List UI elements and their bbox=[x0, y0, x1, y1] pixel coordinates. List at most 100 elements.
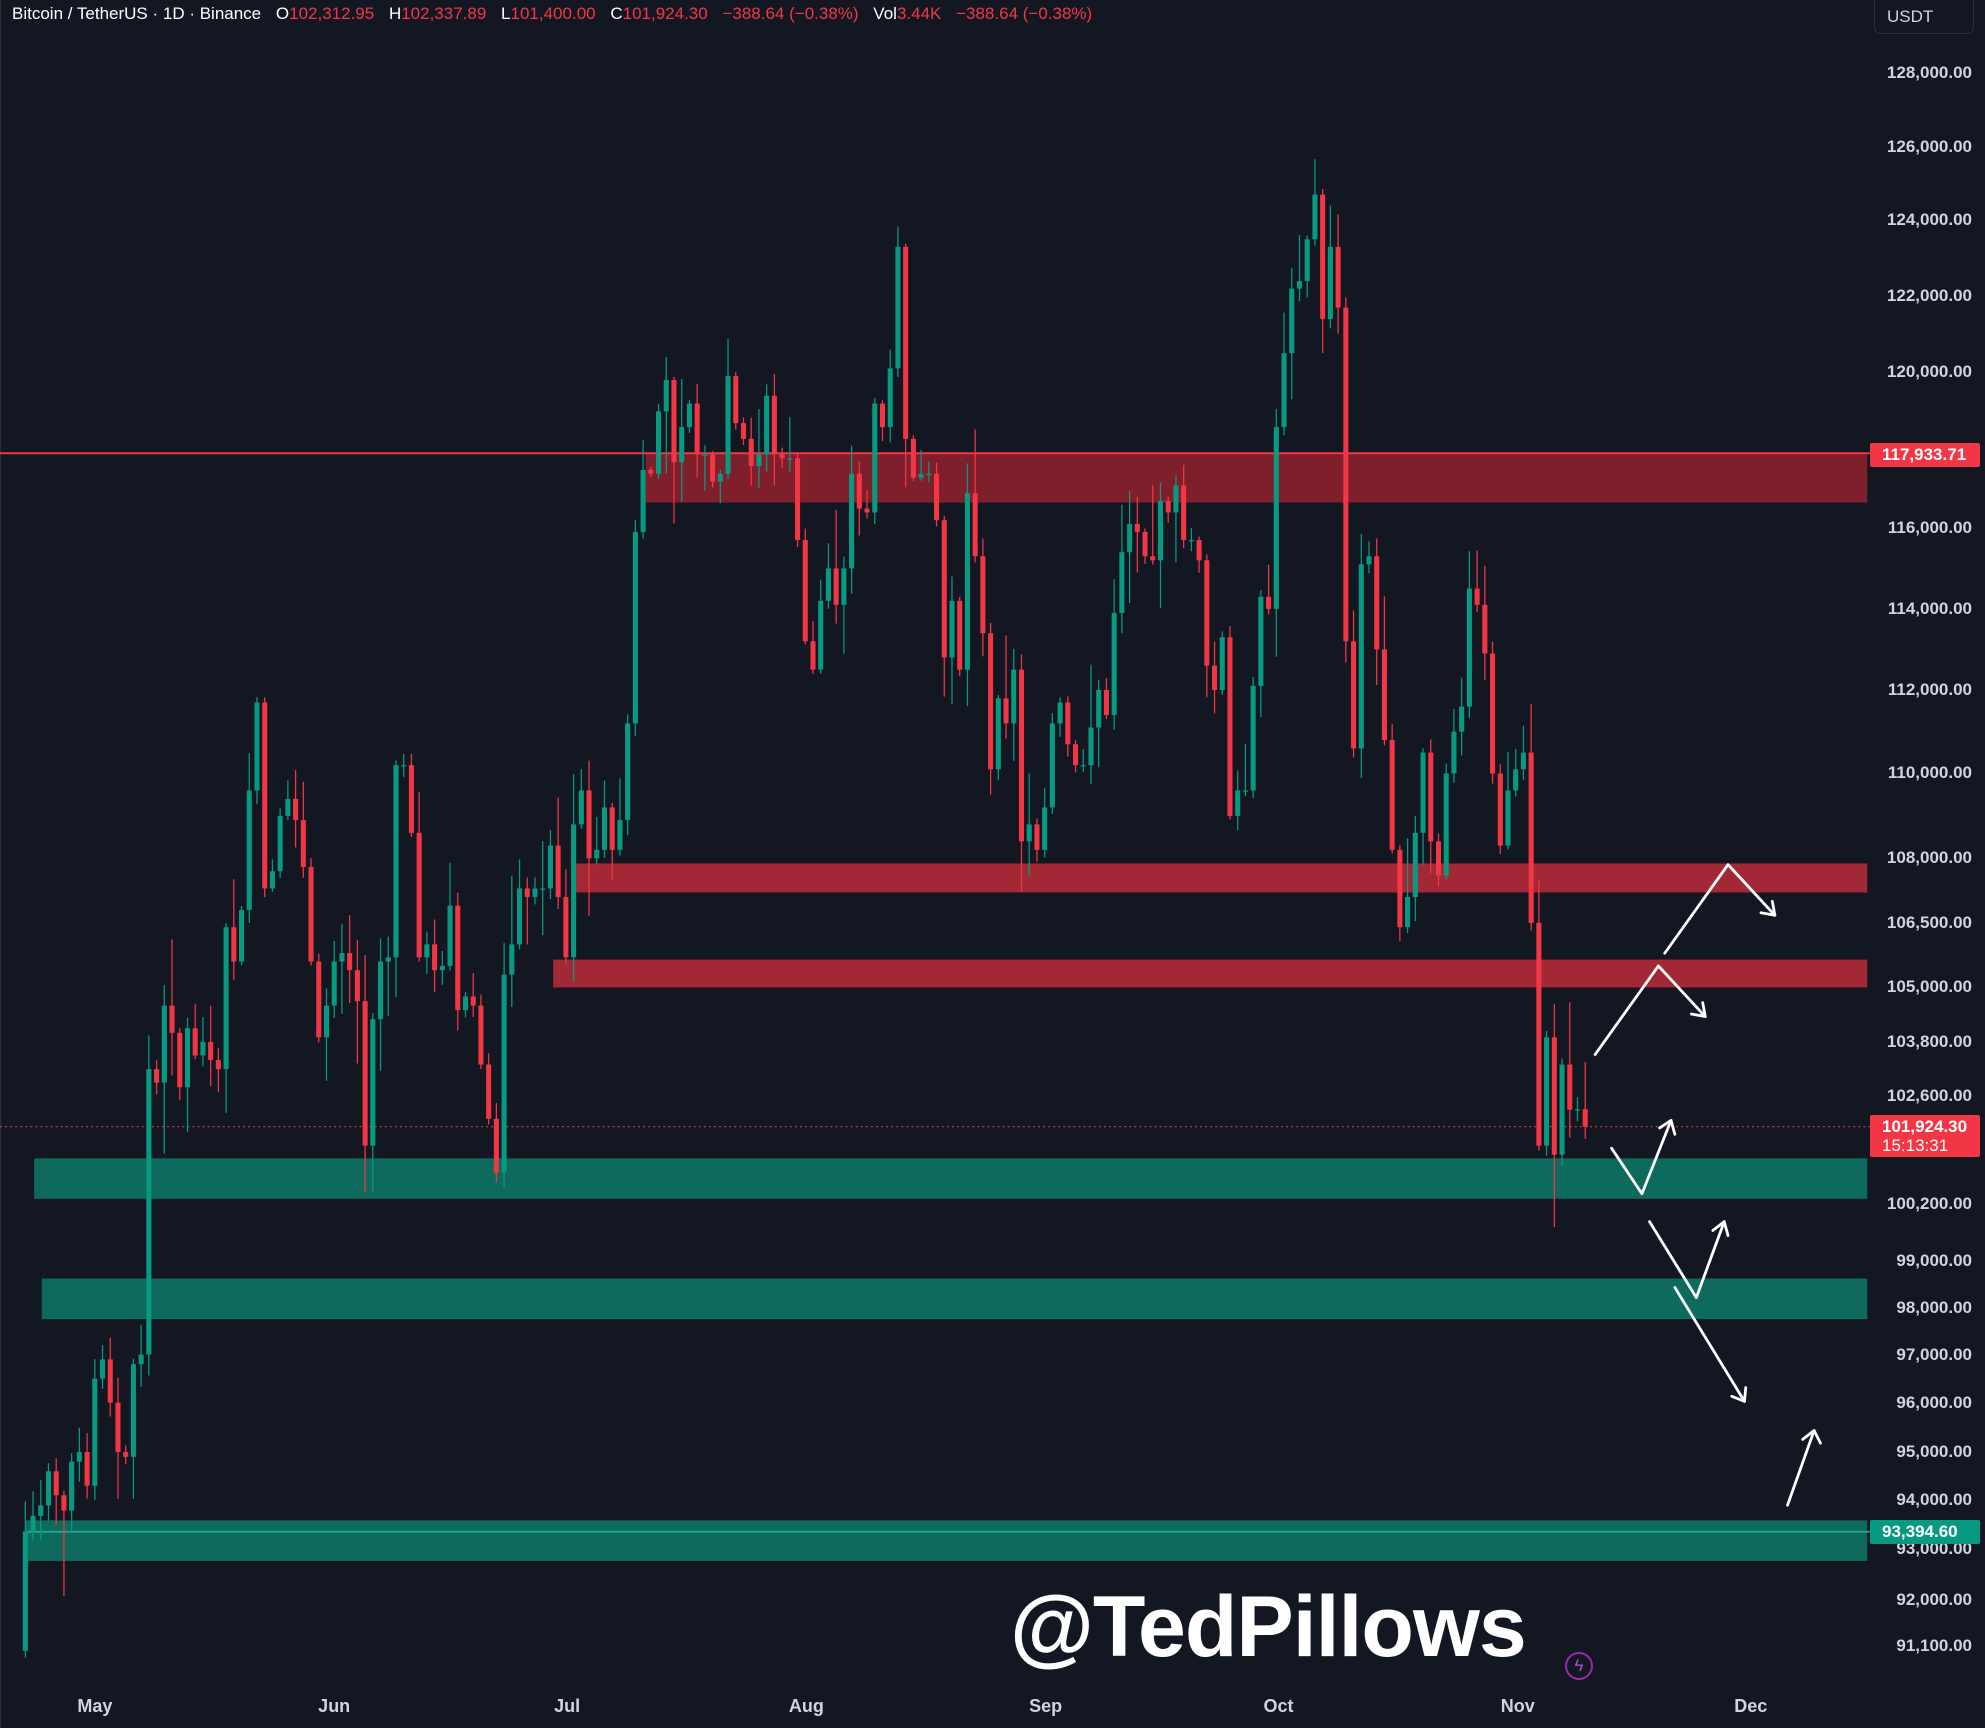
candle[interactable] bbox=[733, 372, 739, 430]
candle[interactable] bbox=[586, 760, 592, 916]
candle[interactable] bbox=[849, 445, 855, 594]
candle[interactable] bbox=[1273, 409, 1279, 657]
candle[interactable] bbox=[1049, 713, 1055, 814]
candle[interactable] bbox=[339, 923, 345, 1015]
candle[interactable] bbox=[331, 940, 337, 1019]
candle[interactable] bbox=[1026, 773, 1032, 877]
candle[interactable] bbox=[1443, 763, 1449, 880]
candle[interactable] bbox=[1188, 528, 1194, 552]
candle[interactable] bbox=[1088, 664, 1094, 784]
candle[interactable] bbox=[223, 923, 229, 1113]
candle[interactable] bbox=[1435, 833, 1442, 887]
candle[interactable] bbox=[316, 953, 322, 1043]
candle[interactable] bbox=[53, 1458, 59, 1525]
candle[interactable] bbox=[1157, 482, 1164, 609]
candle[interactable] bbox=[161, 985, 167, 1154]
candle[interactable] bbox=[517, 859, 523, 950]
candle[interactable] bbox=[123, 1445, 129, 1465]
candle[interactable] bbox=[609, 802, 615, 880]
candle[interactable] bbox=[1119, 504, 1125, 634]
candle[interactable] bbox=[277, 808, 283, 879]
candle[interactable] bbox=[1227, 626, 1233, 820]
candle[interactable] bbox=[208, 1005, 214, 1087]
candle[interactable] bbox=[154, 1060, 160, 1095]
candle[interactable] bbox=[401, 754, 407, 778]
candle[interactable] bbox=[1142, 528, 1148, 564]
candle[interactable] bbox=[1296, 234, 1303, 302]
candle[interactable] bbox=[934, 462, 940, 527]
candle[interactable] bbox=[980, 538, 986, 657]
candle[interactable] bbox=[717, 469, 723, 504]
candle[interactable] bbox=[949, 576, 955, 705]
candle[interactable] bbox=[69, 1453, 75, 1532]
candle[interactable] bbox=[563, 869, 569, 965]
candle[interactable] bbox=[1520, 725, 1526, 781]
candle[interactable] bbox=[347, 915, 353, 1003]
candle[interactable] bbox=[239, 906, 245, 966]
candle[interactable] bbox=[656, 403, 662, 479]
candle[interactable] bbox=[1150, 485, 1156, 565]
candle[interactable] bbox=[45, 1463, 52, 1521]
candle[interactable] bbox=[1173, 475, 1179, 563]
candle[interactable] bbox=[100, 1345, 106, 1389]
candle[interactable] bbox=[694, 383, 700, 478]
candle[interactable] bbox=[1420, 748, 1426, 866]
candle[interactable] bbox=[1289, 268, 1295, 400]
candle[interactable] bbox=[671, 376, 677, 524]
candle[interactable] bbox=[215, 1048, 221, 1093]
candle[interactable] bbox=[1567, 1002, 1573, 1138]
candle[interactable] bbox=[725, 338, 731, 480]
candle[interactable] bbox=[200, 1017, 206, 1067]
candle[interactable] bbox=[1544, 1030, 1550, 1156]
candle[interactable] bbox=[686, 399, 692, 433]
candle[interactable] bbox=[1366, 541, 1372, 574]
candle[interactable] bbox=[1196, 536, 1202, 573]
candle[interactable] bbox=[184, 1017, 191, 1132]
candle[interactable] bbox=[756, 409, 762, 488]
candle[interactable] bbox=[38, 1480, 44, 1540]
candle[interactable] bbox=[1096, 679, 1102, 768]
candle[interactable] bbox=[1258, 590, 1264, 718]
candle[interactable] bbox=[640, 439, 646, 539]
candle[interactable] bbox=[1505, 751, 1511, 850]
candle[interactable] bbox=[802, 528, 808, 645]
support-zone[interactable] bbox=[34, 1158, 1868, 1199]
candle[interactable] bbox=[702, 445, 708, 492]
candle[interactable] bbox=[354, 939, 360, 1064]
candle[interactable] bbox=[571, 774, 577, 983]
candle[interactable] bbox=[1451, 708, 1457, 783]
candle[interactable] bbox=[779, 447, 785, 469]
candle[interactable] bbox=[632, 519, 638, 736]
candle[interactable] bbox=[447, 862, 453, 971]
candle[interactable] bbox=[146, 1035, 152, 1376]
candle[interactable] bbox=[1312, 159, 1318, 246]
candle[interactable] bbox=[115, 1377, 121, 1499]
candle[interactable] bbox=[601, 780, 608, 858]
candle[interactable] bbox=[262, 697, 268, 898]
candle[interactable] bbox=[1528, 703, 1534, 931]
candle[interactable] bbox=[501, 943, 507, 1188]
candle[interactable] bbox=[1459, 677, 1465, 756]
candle[interactable] bbox=[470, 973, 476, 1017]
candle[interactable] bbox=[1474, 550, 1480, 612]
candle[interactable] bbox=[1559, 1058, 1565, 1166]
candle[interactable] bbox=[107, 1337, 113, 1417]
candle[interactable] bbox=[679, 378, 685, 502]
candle[interactable] bbox=[439, 950, 445, 985]
candle[interactable] bbox=[810, 621, 816, 674]
candle[interactable] bbox=[1582, 1061, 1588, 1139]
candle[interactable] bbox=[825, 543, 831, 609]
candle[interactable] bbox=[1374, 538, 1380, 685]
candle[interactable] bbox=[1204, 554, 1210, 698]
support-zone[interactable] bbox=[41, 1278, 1868, 1320]
candle[interactable] bbox=[957, 596, 963, 677]
candle[interactable] bbox=[1235, 770, 1241, 831]
candle[interactable] bbox=[710, 451, 716, 488]
candle[interactable] bbox=[964, 463, 970, 707]
candle[interactable] bbox=[177, 1028, 183, 1101]
candle[interactable] bbox=[1065, 696, 1071, 757]
candle[interactable] bbox=[833, 509, 839, 624]
candle[interactable] bbox=[1134, 496, 1140, 573]
candle[interactable] bbox=[1428, 739, 1434, 874]
candle[interactable] bbox=[1381, 596, 1387, 746]
